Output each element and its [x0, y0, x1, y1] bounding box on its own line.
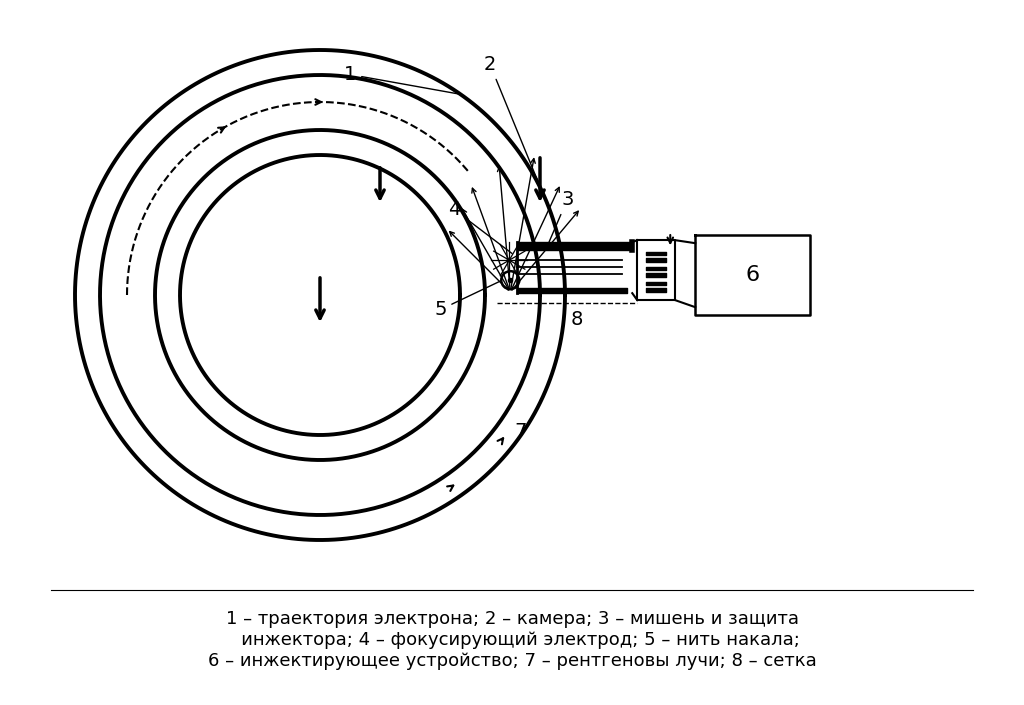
Text: 8: 8: [571, 310, 584, 329]
Text: 2: 2: [483, 55, 541, 189]
Text: 7: 7: [514, 422, 526, 441]
Text: 1: 1: [344, 65, 458, 94]
Text: 3: 3: [549, 190, 573, 244]
Text: 5: 5: [434, 281, 500, 319]
Text: 1 – траектория электрона; 2 – камера; 3 – мишень и защита
   инжектора; 4 – фоку: 1 – траектория электрона; 2 – камера; 3 …: [208, 610, 816, 670]
Text: 6: 6: [745, 265, 760, 286]
Text: 4: 4: [449, 200, 512, 254]
